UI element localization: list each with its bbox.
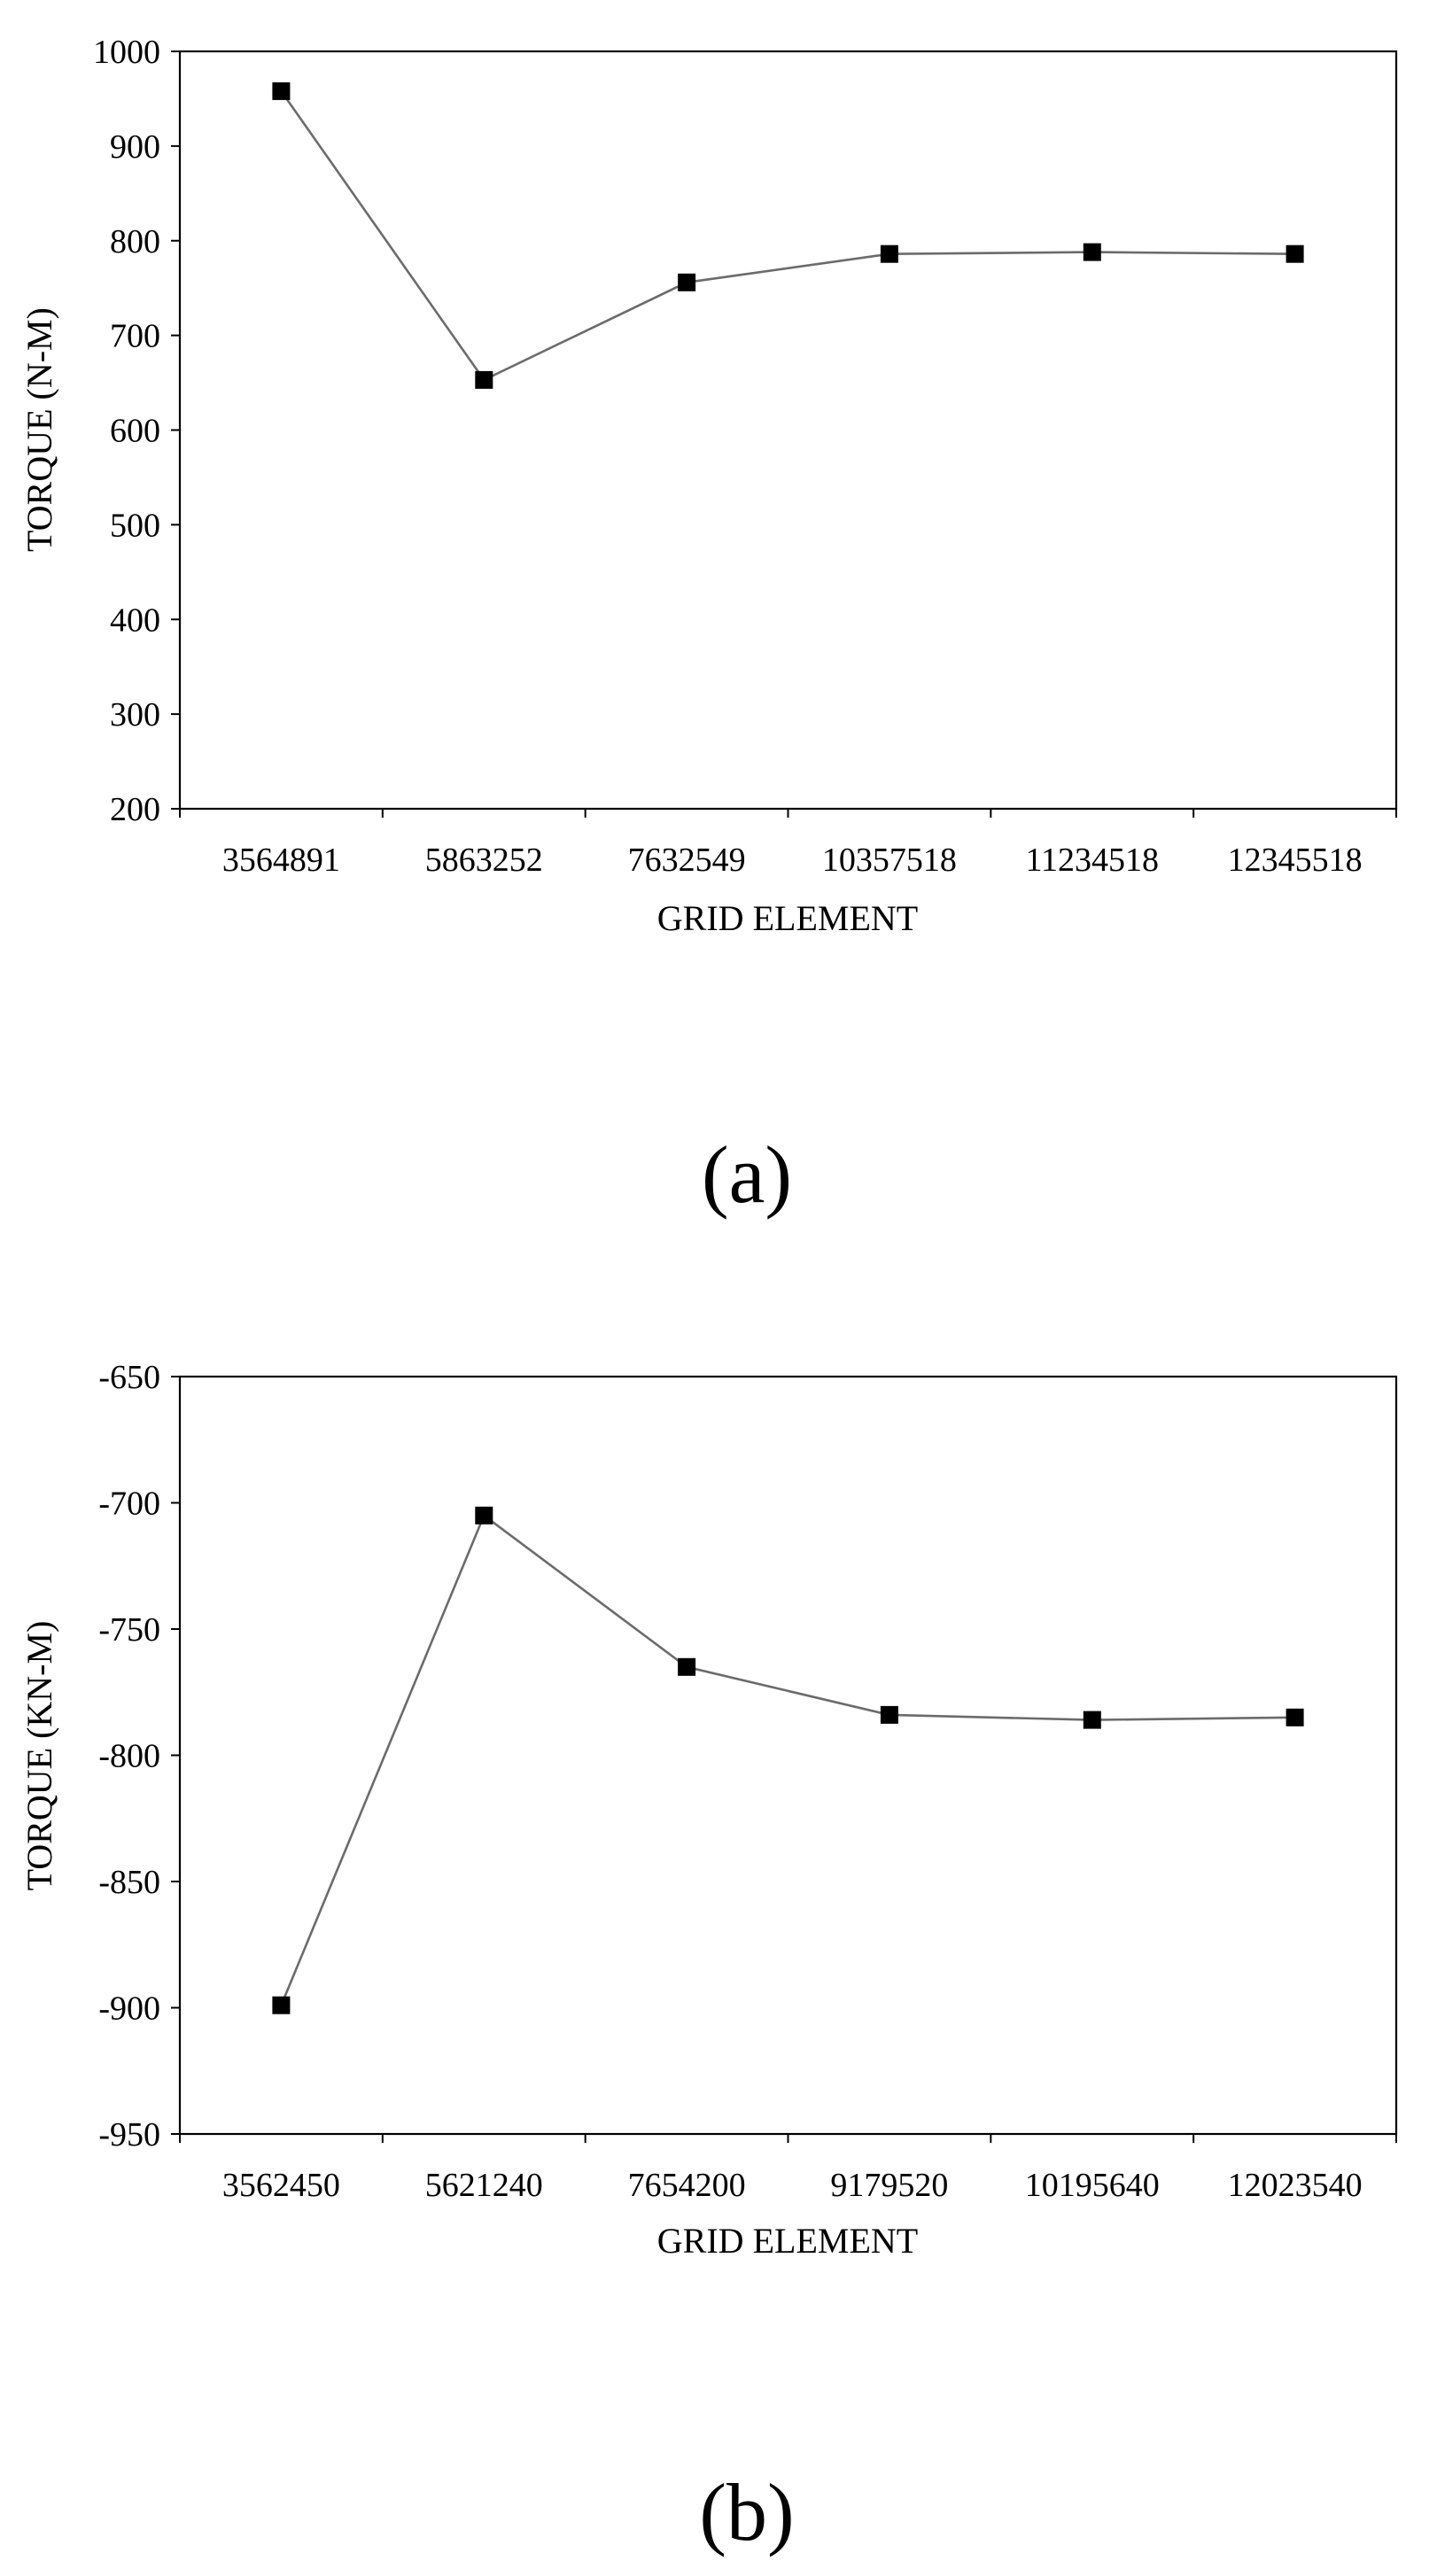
y-tick-label: -850 xyxy=(98,1864,160,1901)
y-tick-label: 1000 xyxy=(93,34,160,71)
x-tick-label: 7632549 xyxy=(628,842,746,879)
y-tick-label: -650 xyxy=(98,1359,160,1396)
x-tick-label: 12345518 xyxy=(1228,842,1363,879)
x-axis-title: GRID ELEMENT xyxy=(657,2221,918,2261)
x-axis-ticks: 3564891 5863252 7632549 10357518 11234518 123… xyxy=(179,809,1397,879)
y-axis-title: TORQUE (N-M) xyxy=(19,307,59,552)
x-tick-label: 5863252 xyxy=(425,842,543,879)
x-axis-title: GRID ELEMENT xyxy=(657,898,918,938)
series-group xyxy=(272,1506,1304,2014)
y-tick-label: -950 xyxy=(98,2116,160,2153)
y-tick-label: 700 xyxy=(110,318,160,355)
x-tick-label: 3562450 xyxy=(222,2167,340,2204)
data-point xyxy=(880,244,898,263)
data-point xyxy=(272,1996,291,2014)
y-tick-label: 400 xyxy=(110,601,160,639)
x-tick-label: 9179520 xyxy=(830,2167,948,2204)
x-tick-label: 10195640 xyxy=(1025,2167,1160,2204)
x-tick-label: 11234518 xyxy=(1025,842,1159,879)
data-point xyxy=(678,1657,696,1676)
x-tick-label: 10357518 xyxy=(822,842,957,879)
series-line xyxy=(280,1513,1295,2006)
data-point xyxy=(880,1705,898,1724)
panel-label-b: (b) xyxy=(699,2467,794,2557)
chart-b: -950 -900 -850 -800 -750 -700 -650 3562450 5621… xyxy=(19,1359,1398,2557)
y-tick-label: 300 xyxy=(110,696,160,733)
data-point xyxy=(1083,1711,1101,1729)
y-tick-label: -900 xyxy=(98,1990,160,2028)
data-point xyxy=(475,1506,493,1525)
data-point xyxy=(678,273,696,291)
y-axis-ticks: 200 300 400 500 600 700 800 900 1000 xyxy=(93,34,180,828)
y-tick-label: -750 xyxy=(98,1611,160,1649)
y-axis-title: TORQUE (KN-M) xyxy=(19,1621,59,1891)
y-tick-label: -700 xyxy=(98,1486,160,1523)
chart-a: 200 300 400 500 600 700 800 900 1000 3564891 5863… xyxy=(19,34,1398,1220)
data-point xyxy=(475,370,493,389)
y-tick-label: 900 xyxy=(110,128,160,166)
y-tick-label: 500 xyxy=(110,507,160,544)
y-tick-label: 600 xyxy=(110,413,160,450)
y-tick-label: -800 xyxy=(98,1738,160,1775)
y-axis-ticks: -950 -900 -850 -800 -750 -700 -650 xyxy=(98,1359,180,2153)
series-line xyxy=(280,90,1295,382)
x-tick-label: 3564891 xyxy=(222,842,340,879)
data-point xyxy=(1286,244,1304,263)
x-tick-label: 7654200 xyxy=(628,2167,746,2204)
data-point xyxy=(272,81,291,100)
x-tick-label: 5621240 xyxy=(425,2167,543,2204)
data-point xyxy=(1286,1708,1304,1726)
y-tick-label: 800 xyxy=(110,223,160,260)
series-group xyxy=(272,81,1304,389)
data-point xyxy=(1083,243,1101,261)
plot-area-frame xyxy=(178,50,1398,811)
x-axis-ticks: 3562450 5621240 7654200 9179520 10195640 1202… xyxy=(179,2134,1397,2204)
y-tick-label: 200 xyxy=(110,791,160,828)
panel-label-a: (a) xyxy=(702,1129,792,1220)
x-tick-label: 12023540 xyxy=(1228,2167,1363,2204)
plot-area-frame xyxy=(178,1375,1398,2136)
